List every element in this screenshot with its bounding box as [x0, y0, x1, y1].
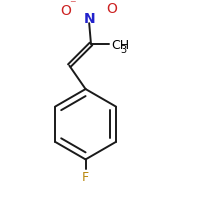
Text: O: O [106, 2, 117, 16]
Text: CH: CH [111, 39, 129, 52]
Text: F: F [82, 171, 89, 184]
Text: N: N [83, 12, 95, 26]
Text: O: O [60, 4, 71, 18]
Text: ⁻: ⁻ [70, 0, 76, 11]
Text: 3: 3 [121, 45, 127, 55]
